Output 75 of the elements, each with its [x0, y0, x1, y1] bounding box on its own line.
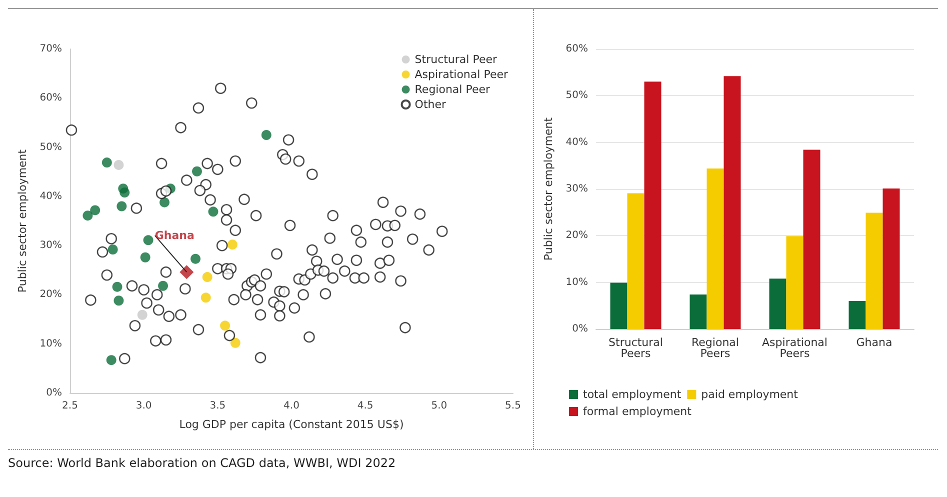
legend-label: Structural Peer	[414, 53, 498, 66]
point	[190, 254, 201, 264]
x-axis-title: Log GDP per capita (Constant 2015 US$)	[179, 418, 404, 431]
bar	[848, 301, 866, 329]
legend-label: total employment	[583, 388, 682, 401]
x-tick-label: 3.5	[210, 400, 226, 412]
y-tick-label: 0%	[46, 388, 62, 398]
x-tick-label: 4.0	[284, 400, 300, 412]
y-tick-label: 20%	[40, 289, 62, 300]
y-tick-label: 40%	[40, 190, 62, 202]
point	[108, 244, 118, 254]
point	[114, 160, 124, 170]
point	[192, 166, 202, 176]
y-tick-label: 60%	[566, 44, 588, 54]
point	[202, 272, 212, 282]
x-tick-label: 4.5	[357, 400, 374, 412]
y-tick-label: 30%	[566, 184, 588, 194]
bar	[803, 150, 820, 329]
source-note: Source: World Bank elaboration on CAGD data, WWBI, WDI 2022	[8, 456, 397, 470]
point	[106, 355, 116, 366]
x-tick-label: 2.5	[62, 400, 78, 412]
point	[200, 292, 211, 303]
y-tick-label: 20%	[566, 230, 588, 242]
point	[180, 265, 194, 280]
x-tick-label: 3.0	[136, 400, 152, 412]
point	[120, 188, 130, 198]
bar	[627, 193, 644, 329]
legend-label: Regional Peer	[414, 83, 491, 96]
x-tick-label: 5.5	[505, 400, 521, 412]
point	[102, 158, 112, 168]
legend-label: Other	[414, 98, 446, 111]
y-tick-label: 60%	[40, 92, 62, 104]
bar	[882, 188, 900, 329]
point	[160, 197, 170, 208]
bar	[724, 76, 741, 329]
y-tick-label: 70%	[40, 44, 62, 54]
point	[137, 310, 148, 320]
bar	[769, 278, 786, 329]
y-tick-label: 0%	[572, 324, 588, 334]
point	[140, 252, 150, 262]
x-tick-label: 5.0	[431, 400, 448, 412]
y-axis-title: Public sector employment	[16, 148, 29, 293]
y-tick-label: 30%	[40, 240, 62, 252]
point	[116, 201, 127, 212]
point	[90, 205, 100, 216]
y-tick-label: 50%	[40, 142, 62, 153]
point	[230, 338, 240, 348]
bar	[786, 236, 804, 329]
legend-label: paid employment	[701, 388, 799, 401]
point	[208, 206, 218, 217]
y-tick-label: 10%	[566, 276, 588, 288]
bar	[610, 282, 628, 329]
y-tick-label: 10%	[40, 338, 62, 350]
bar	[706, 168, 724, 329]
legend-label: formal employment	[583, 405, 692, 418]
x-tick-label: Structural Peers	[608, 336, 663, 360]
bar	[866, 212, 883, 329]
x-tick-label: Aspirational Peers	[762, 336, 828, 360]
y-tick-label: 50%	[566, 90, 588, 102]
point	[158, 280, 168, 291]
point	[220, 320, 230, 331]
x-tick-label: Ghana	[856, 336, 892, 349]
point	[143, 235, 154, 246]
y-axis-title: Public sector employment	[542, 116, 555, 261]
bar	[690, 294, 707, 329]
point	[261, 130, 272, 140]
legend-label: Aspirational Peer	[414, 68, 508, 81]
x-tick-label: Regional Peers	[692, 336, 739, 360]
point	[227, 240, 238, 250]
point	[112, 282, 122, 292]
point	[114, 296, 124, 306]
bar	[644, 82, 662, 329]
annotation: Ghana	[154, 229, 194, 242]
point	[82, 210, 93, 221]
y-tick-label: 40%	[566, 136, 588, 148]
